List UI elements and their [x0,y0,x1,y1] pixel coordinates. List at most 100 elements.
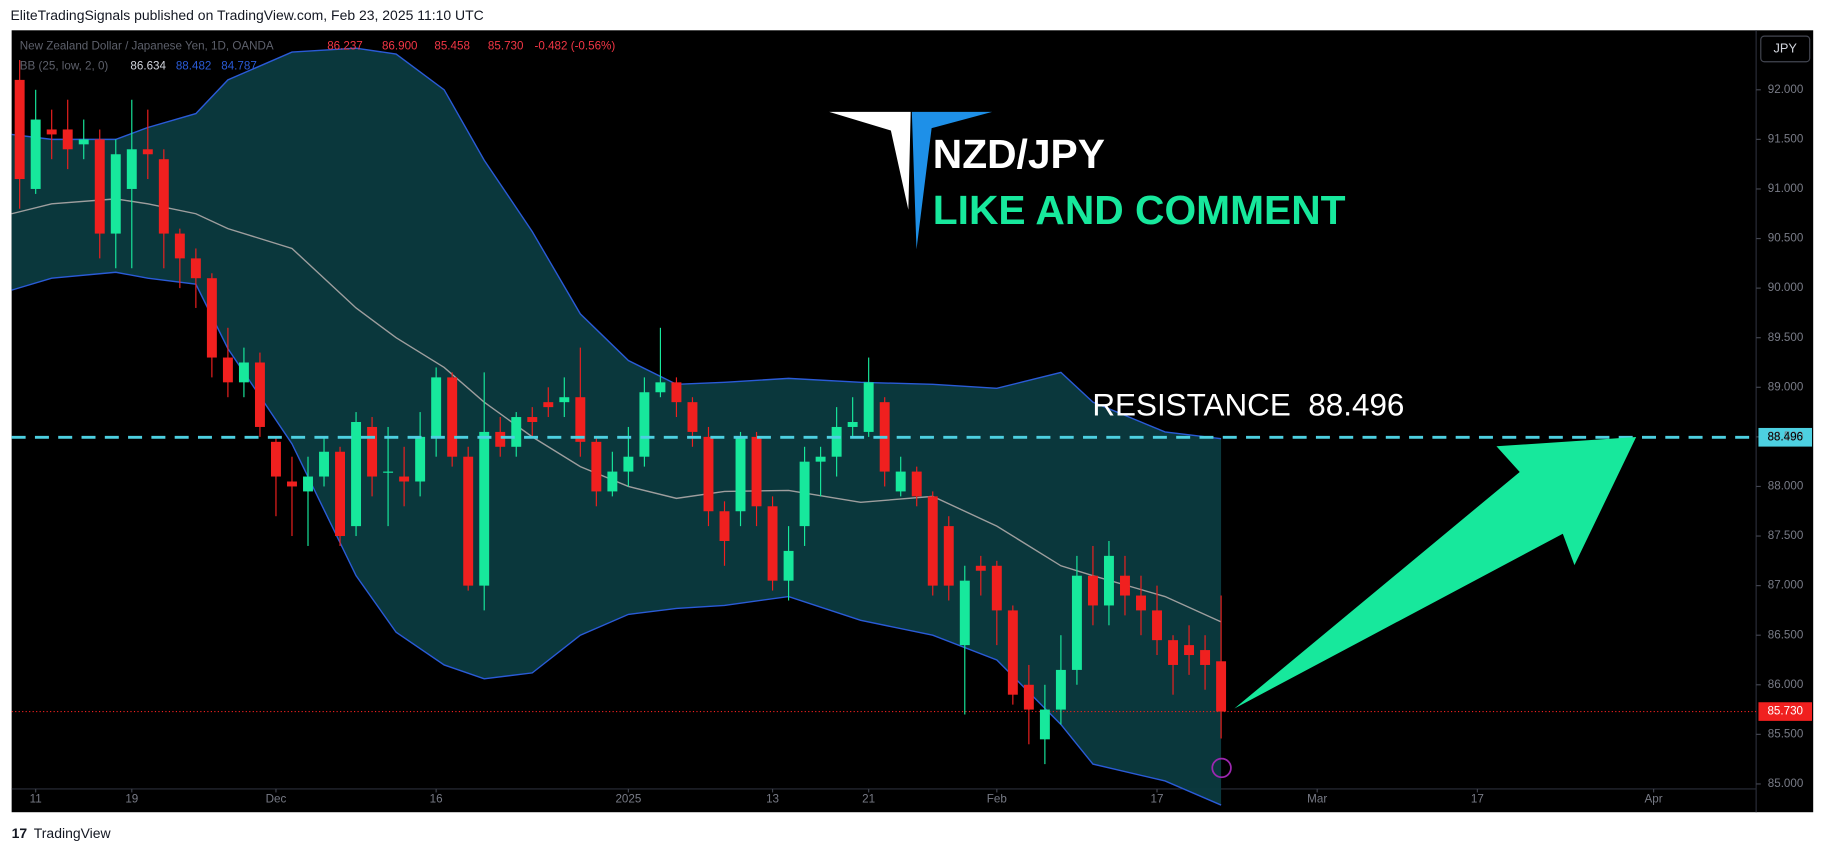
candle-body [815,456,826,462]
candle-body [943,526,954,586]
x-tick-label: Feb [987,792,1007,805]
plot [11,47,1813,806]
candle-body [287,481,297,487]
candle-body [399,476,410,482]
candle-body [46,129,57,135]
candle-body [831,426,842,457]
x-tick-label: 21 [862,792,875,805]
legend-value: 85.730 [488,40,524,53]
y-tick-label: 85.000 [1768,777,1804,790]
candle-body [719,511,730,541]
symbol-label: New Zealand Dollar / Japanese Yen, 1D, O… [20,40,274,53]
indicator-value: 86.634 [130,59,166,72]
candle-body [703,436,714,512]
x-tick-label: Dec [266,792,287,805]
event-icon [1211,757,1232,779]
candle-body [415,436,426,482]
candle-body [270,441,281,477]
footer-icon: 17 [12,825,28,841]
footer-logo: TradingView [34,825,112,841]
candle-body [479,431,490,586]
candle-body [14,79,25,180]
candle-body [94,139,105,234]
candle-body [1071,575,1082,670]
candle-body [142,149,153,155]
candle-body [911,471,922,497]
currency-button[interactable] [1760,35,1811,63]
legend-value: 86.237 [327,40,363,53]
x-tick-label: Mar [1307,792,1327,805]
y-tick-label: 92.000 [1768,83,1804,96]
currency-label: JPY [1774,40,1798,55]
y-tick-label: 89.000 [1768,380,1804,393]
candle-body [126,149,137,189]
overlay-title: NZD/JPY [933,131,1105,177]
candle-body [319,451,329,477]
last-price-box [1758,702,1813,721]
candle-body [463,456,474,586]
candle-body [607,471,618,492]
resistance-annotation: RESISTANCE 88.496 [1092,387,1404,422]
candle-body [62,129,73,150]
candle-body [110,154,121,234]
arrow [1234,436,1637,709]
overlay-subtitle: LIKE AND COMMENT [933,187,1346,233]
candle-body [383,471,394,473]
candle-body [1039,709,1050,740]
candle-body [1152,610,1162,641]
candle-body [623,456,634,472]
candle-body [1055,669,1066,710]
candle-body [1103,555,1114,606]
bollinger-basis [11,198,1222,623]
candle-body [1136,595,1146,611]
candle-body [190,258,201,279]
x-tick-label: 13 [766,792,779,805]
legend-value: 86.900 [382,40,418,53]
candle-body [655,382,666,393]
candle-body [1168,640,1178,665]
candle-body [1087,575,1098,606]
indicator-label: BB (25, low, 2, 0) [20,59,109,72]
candle-body [575,397,586,442]
x-tick-label: 2025 [615,792,641,805]
candle-body [799,461,810,527]
y-tick-label: 86.000 [1768,678,1804,691]
candle-body [238,362,249,383]
candle-body [959,580,970,646]
candle-body [158,159,169,234]
candle-body [447,377,458,457]
x-tick-label: Apr [1645,792,1663,805]
legend-value: -0.482 (-0.56%) [535,40,616,53]
y-tick-label: 90.500 [1768,232,1804,245]
candle-body [78,139,89,145]
x-tick-label: 19 [125,792,138,805]
candle-body [206,278,217,358]
candle-body [863,382,874,432]
candle-body [751,436,762,507]
candle-body [511,417,522,447]
candle-body [895,471,906,492]
candle-body [591,441,602,492]
candle-body [783,550,794,581]
candle-body [927,496,938,586]
candle-body [1216,661,1227,712]
candle-body [975,565,986,571]
x-tick-label: 11 [30,792,42,805]
legend-value: 85.458 [434,40,470,53]
y-tick-label: 87.500 [1768,529,1804,542]
logo [911,111,993,250]
last-price-label: 85.730 [1767,705,1803,718]
candle-body [671,382,682,403]
resistance-box [1758,427,1813,447]
candle-body [335,451,346,537]
candle-body [222,357,233,383]
candle-body [30,119,41,189]
band-fill [11,48,1222,806]
candle-body [1007,610,1018,695]
x-tick-label: 16 [430,792,443,805]
candle-body [735,436,746,512]
candle-body [847,421,858,427]
y-tick-label: 90.000 [1768,281,1804,294]
y-tick-label: 88.000 [1768,480,1804,493]
